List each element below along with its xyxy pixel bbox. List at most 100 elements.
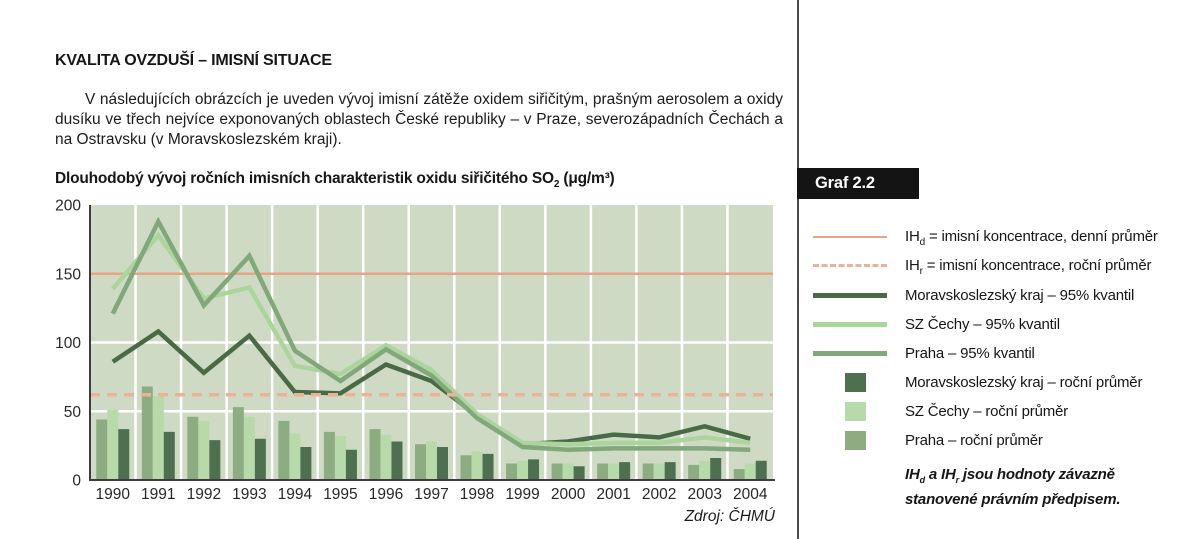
bar-Moravskoslezský kraj – roční průměr — [300, 447, 312, 480]
legend-item: SZ Čechy – roční průměr — [813, 397, 1188, 426]
x-tick-label: 1993 — [232, 486, 266, 503]
chart-title-units: (μg/m³) — [559, 170, 615, 187]
x-tick-label: 2002 — [642, 486, 676, 503]
bar-Moravskoslezský kraj – roční průměr — [254, 438, 266, 480]
bar-SZ Čechy – roční průměr — [517, 460, 529, 480]
legend-item-label: IHr = imisní koncentrace, roční průměr — [905, 256, 1152, 277]
square-swatch-icon — [845, 402, 866, 421]
bar-Praha – roční průměr — [232, 407, 244, 480]
line-Praha – 95% kvantil — [110, 216, 751, 453]
bar-SZ Čechy – roční průměr — [608, 463, 620, 480]
bar-SZ Čechy – roční průměr — [289, 433, 301, 480]
bar-SZ Čechy – roční průměr — [653, 463, 665, 480]
y-tick-label: 100 — [55, 335, 81, 352]
bar-Praha – roční průměr — [323, 431, 335, 480]
x-tick-label: 1996 — [369, 486, 403, 503]
legend-item-label: Moravskoslezský kraj – roční průměr — [905, 374, 1143, 391]
graph-number-badge: Graf 2.2 — [797, 168, 919, 199]
bar-Praha – roční průměr — [141, 386, 153, 480]
legend-swatch-line-dash — [813, 252, 905, 281]
section-title: KVALITA OVZDUŠÍ – IMISNÍ SITUACE — [55, 52, 332, 69]
chart-title-text: Dlouhodobý vývoj ročních imisních charak… — [55, 170, 554, 187]
chart-title-subscript: 2 — [553, 179, 560, 190]
legend-item-label: SZ Čechy – roční průměr — [905, 403, 1068, 420]
y-tick-label: 200 — [55, 198, 81, 215]
legend-swatch-line-thick — [813, 281, 905, 310]
so2-trend-chart: 0 50 100 150 200 1990 1991 1992 1993 1994 1995 1996… — [55, 198, 775, 503]
bar-Praha – roční průměr — [415, 444, 426, 480]
line-thick-swatch-icon — [813, 293, 887, 298]
column-divider — [797, 0, 799, 539]
bar-Praha – roční průměr — [460, 455, 472, 480]
bar-SZ Čechy – roční průměr — [107, 409, 119, 480]
bar-SZ Čechy – roční průměr — [426, 441, 437, 480]
bar-SZ Čechy – roční průměr — [380, 434, 392, 480]
line-thin-swatch-icon — [813, 236, 887, 238]
square-swatch-icon — [845, 373, 866, 392]
x-tick-label: 2004 — [733, 486, 768, 503]
x-tick-label: 2003 — [687, 486, 721, 503]
legend-note-subscript-r: r — [955, 475, 960, 485]
bar-Moravskoslezský kraj – roční průměr — [482, 453, 494, 480]
legend-note-text: jsou hodnoty závazně stanovené právním p… — [905, 466, 1121, 508]
intro-paragraph: V následujících obrázcích je uveden vývo… — [55, 91, 783, 148]
y-tick-label: 150 — [55, 266, 81, 283]
bar-Praha – roční průměr — [551, 463, 563, 480]
y-tick-label: 0 — [72, 473, 81, 490]
x-tick-label: 1992 — [187, 486, 221, 503]
legend-item-label: SZ Čechy – 95% kvantil — [905, 316, 1060, 333]
line-dash-swatch-icon — [813, 264, 887, 267]
chart-title: Dlouhodobý vývoj ročních imisních charak… — [55, 170, 615, 190]
legend-item: Moravskoslezský kraj – roční průměr — [813, 368, 1188, 397]
x-tick-label: 2001 — [596, 486, 630, 503]
line-thick-swatch-icon — [813, 322, 887, 327]
y-tick-label: 50 — [64, 404, 82, 421]
bar-Praha – roční průměr — [187, 416, 199, 480]
legend-item-label: Praha – roční průměr — [905, 432, 1043, 449]
x-tick-label: 1998 — [460, 486, 494, 503]
legend-swatch-square — [813, 368, 905, 397]
bar-SZ Čechy – roční průměr — [471, 451, 483, 480]
bar-Praha – roční průměr — [506, 463, 518, 480]
line-Moravskoslezský kraj – 95% kvantil — [111, 328, 751, 447]
bar-Praha – roční průměr — [642, 463, 654, 480]
square-swatch-icon — [845, 431, 866, 450]
bar-SZ Čechy – roční průměr — [198, 420, 210, 480]
bar-Praha – roční průměr — [369, 429, 381, 480]
legend-rows: IHd = imisní koncentrace, denní průměr IH… — [813, 223, 1188, 455]
legend-item: SZ Čechy – 95% kvantil — [813, 310, 1188, 339]
legend-item: Moravskoslezský kraj – 95% kvantil — [813, 281, 1188, 310]
legend-item: Praha – 95% kvantil — [813, 339, 1188, 368]
legend-swatch-line-thin — [813, 223, 905, 252]
legend-note-text: IH — [905, 466, 920, 483]
bar-Moravskoslezský kraj – roční průměr — [437, 447, 448, 480]
bar-SZ Čechy – roční průměr — [562, 463, 574, 480]
legend-note-text: a IH — [924, 466, 956, 483]
x-tick-label: 1990 — [96, 486, 131, 503]
x-tick-label: 2000 — [551, 486, 586, 503]
bar-Moravskoslezský kraj – roční průměr — [391, 441, 403, 480]
legend-item: Praha – roční průměr — [813, 426, 1188, 455]
bar-Moravskoslezský kraj – roční průměr — [118, 429, 130, 480]
x-tick-label: 1999 — [505, 486, 539, 503]
bar-Moravskoslezský kraj – roční průměr — [528, 459, 540, 480]
bar-SZ Čechy – roční průměr — [699, 460, 711, 480]
legend-swatch-square — [813, 397, 905, 426]
legend-item: IHd = imisní koncentrace, denní průměr — [813, 223, 1188, 252]
legend-swatch-line-thick — [813, 310, 905, 339]
bar-Moravskoslezský kraj – roční průměr — [163, 431, 175, 480]
bar-Moravskoslezský kraj – roční průměr — [573, 466, 585, 480]
x-tick-label: 1995 — [323, 486, 357, 503]
source-credit: Zdroj: ČHMÚ — [684, 508, 775, 525]
x-tick-label: 1994 — [278, 486, 313, 503]
legend-item-label: Praha – 95% kvantil — [905, 345, 1035, 362]
bar-Moravskoslezský kraj – roční průměr — [710, 458, 722, 480]
bar-Praha – roční průměr — [96, 419, 108, 480]
bar-Praha – roční průměr — [597, 463, 609, 480]
line-thick-swatch-icon — [813, 351, 887, 356]
bar-SZ Čechy – roční průměr — [744, 463, 756, 480]
bar-Moravskoslezský kraj – roční průměr — [664, 462, 676, 480]
bar-Praha – roční průměr — [278, 420, 290, 480]
bar-SZ Čechy – roční průměr — [243, 416, 255, 480]
